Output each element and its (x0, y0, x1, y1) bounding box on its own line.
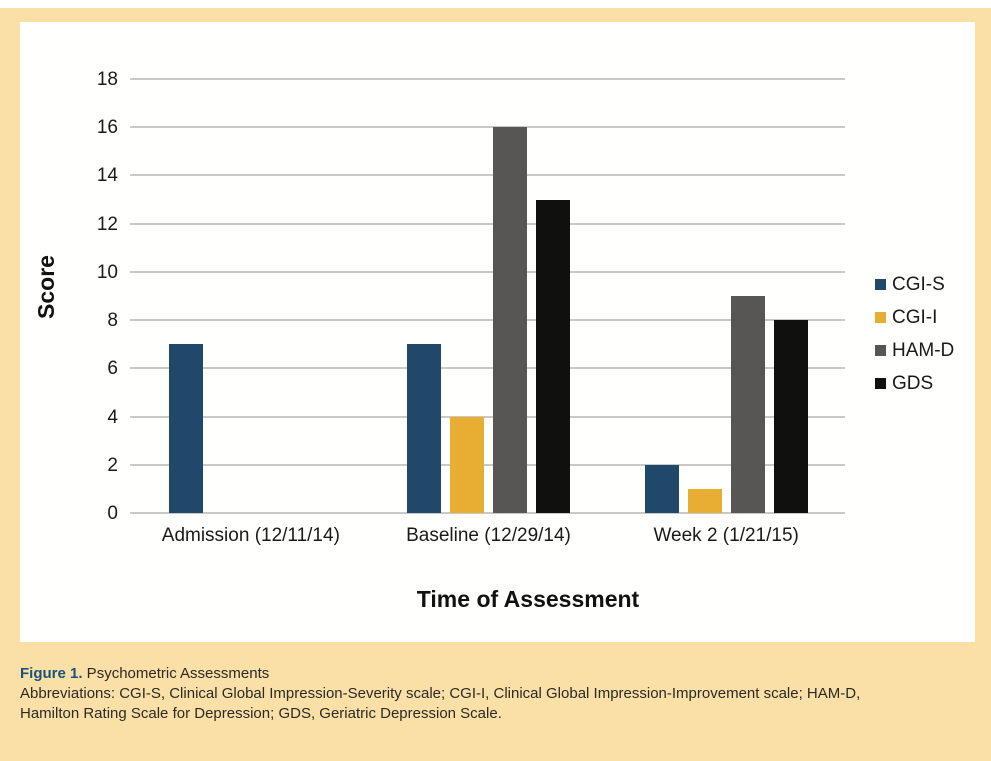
y-tick-label: 4 (107, 406, 118, 428)
x-category-label: Week 2 (1/21/15) (653, 525, 799, 546)
legend-item: CGI-I (875, 307, 954, 328)
figure-caption: Figure 1. Psychometric Assessments Abbre… (20, 664, 970, 724)
bar-cgi-s (169, 344, 204, 513)
gridline (130, 463, 845, 466)
y-tick-label: 12 (96, 213, 118, 235)
legend-item: HAM-D (875, 340, 954, 361)
y-tick-label: 16 (96, 117, 118, 139)
bar-cgi-s (644, 464, 679, 513)
gridline (130, 270, 845, 273)
gridline (130, 367, 845, 370)
gridline (130, 512, 845, 514)
caption-abbreviations-line1: Abbreviations: CGI-S, Clinical Global Im… (20, 685, 861, 702)
legend-label: HAM-D (892, 340, 955, 361)
legend-label: CGI-I (892, 307, 938, 328)
legend-label: CGI-S (892, 274, 945, 295)
legend-label: GDS (892, 373, 934, 394)
legend-swatch (875, 279, 886, 290)
y-tick-label: 8 (107, 310, 118, 332)
bar-cgi-s (407, 344, 441, 513)
y-tick-label: 14 (96, 165, 118, 187)
chart-panel: Score 0 2 4 6 8 10 12 14 16 18 Admission (12/11/14… (20, 22, 975, 642)
legend-swatch (875, 345, 886, 356)
bar-ham-d (730, 296, 765, 513)
y-tick-label: 10 (96, 261, 118, 283)
legend-swatch (875, 378, 886, 389)
legend-item: CGI-S (875, 274, 954, 295)
bar-cgi-i (450, 416, 484, 513)
bar-ham-d (493, 127, 527, 513)
gridline (130, 126, 845, 129)
figure-title: Psychometric Assessments (82, 665, 270, 682)
bar-gds (773, 320, 808, 513)
caption-abbreviations-line2: Hamilton Rating Scale for Depression; GD… (20, 705, 502, 722)
gridline (130, 174, 845, 177)
gridline (130, 319, 845, 322)
caption-title-line: Figure 1. Psychometric Assessments (20, 664, 970, 684)
plot-area: 0 2 4 6 8 10 12 14 16 18 Admission (12/11/14) Basel… (20, 22, 975, 642)
x-category-label: Baseline (12/29/14) (406, 525, 571, 546)
figure-label: Figure 1. (20, 665, 83, 682)
y-tick-label: 18 (96, 69, 118, 90)
top-white-strip (0, 0, 991, 8)
y-tick-label: 2 (107, 454, 118, 476)
y-tick-label: 0 (107, 503, 118, 524)
x-axis-title: Time of Assessment (416, 586, 640, 612)
legend: CGI-S CGI-I HAM-D GDS (875, 274, 954, 394)
gridline (130, 415, 845, 418)
bar-gds (536, 199, 570, 513)
legend-swatch (875, 312, 886, 323)
gridline (130, 78, 845, 80)
legend-item: GDS (875, 373, 954, 394)
x-category-label: Admission (12/11/14) (161, 525, 340, 546)
gridline (130, 222, 845, 225)
bar-cgi-i (687, 488, 722, 513)
y-tick-label: 6 (107, 358, 118, 380)
